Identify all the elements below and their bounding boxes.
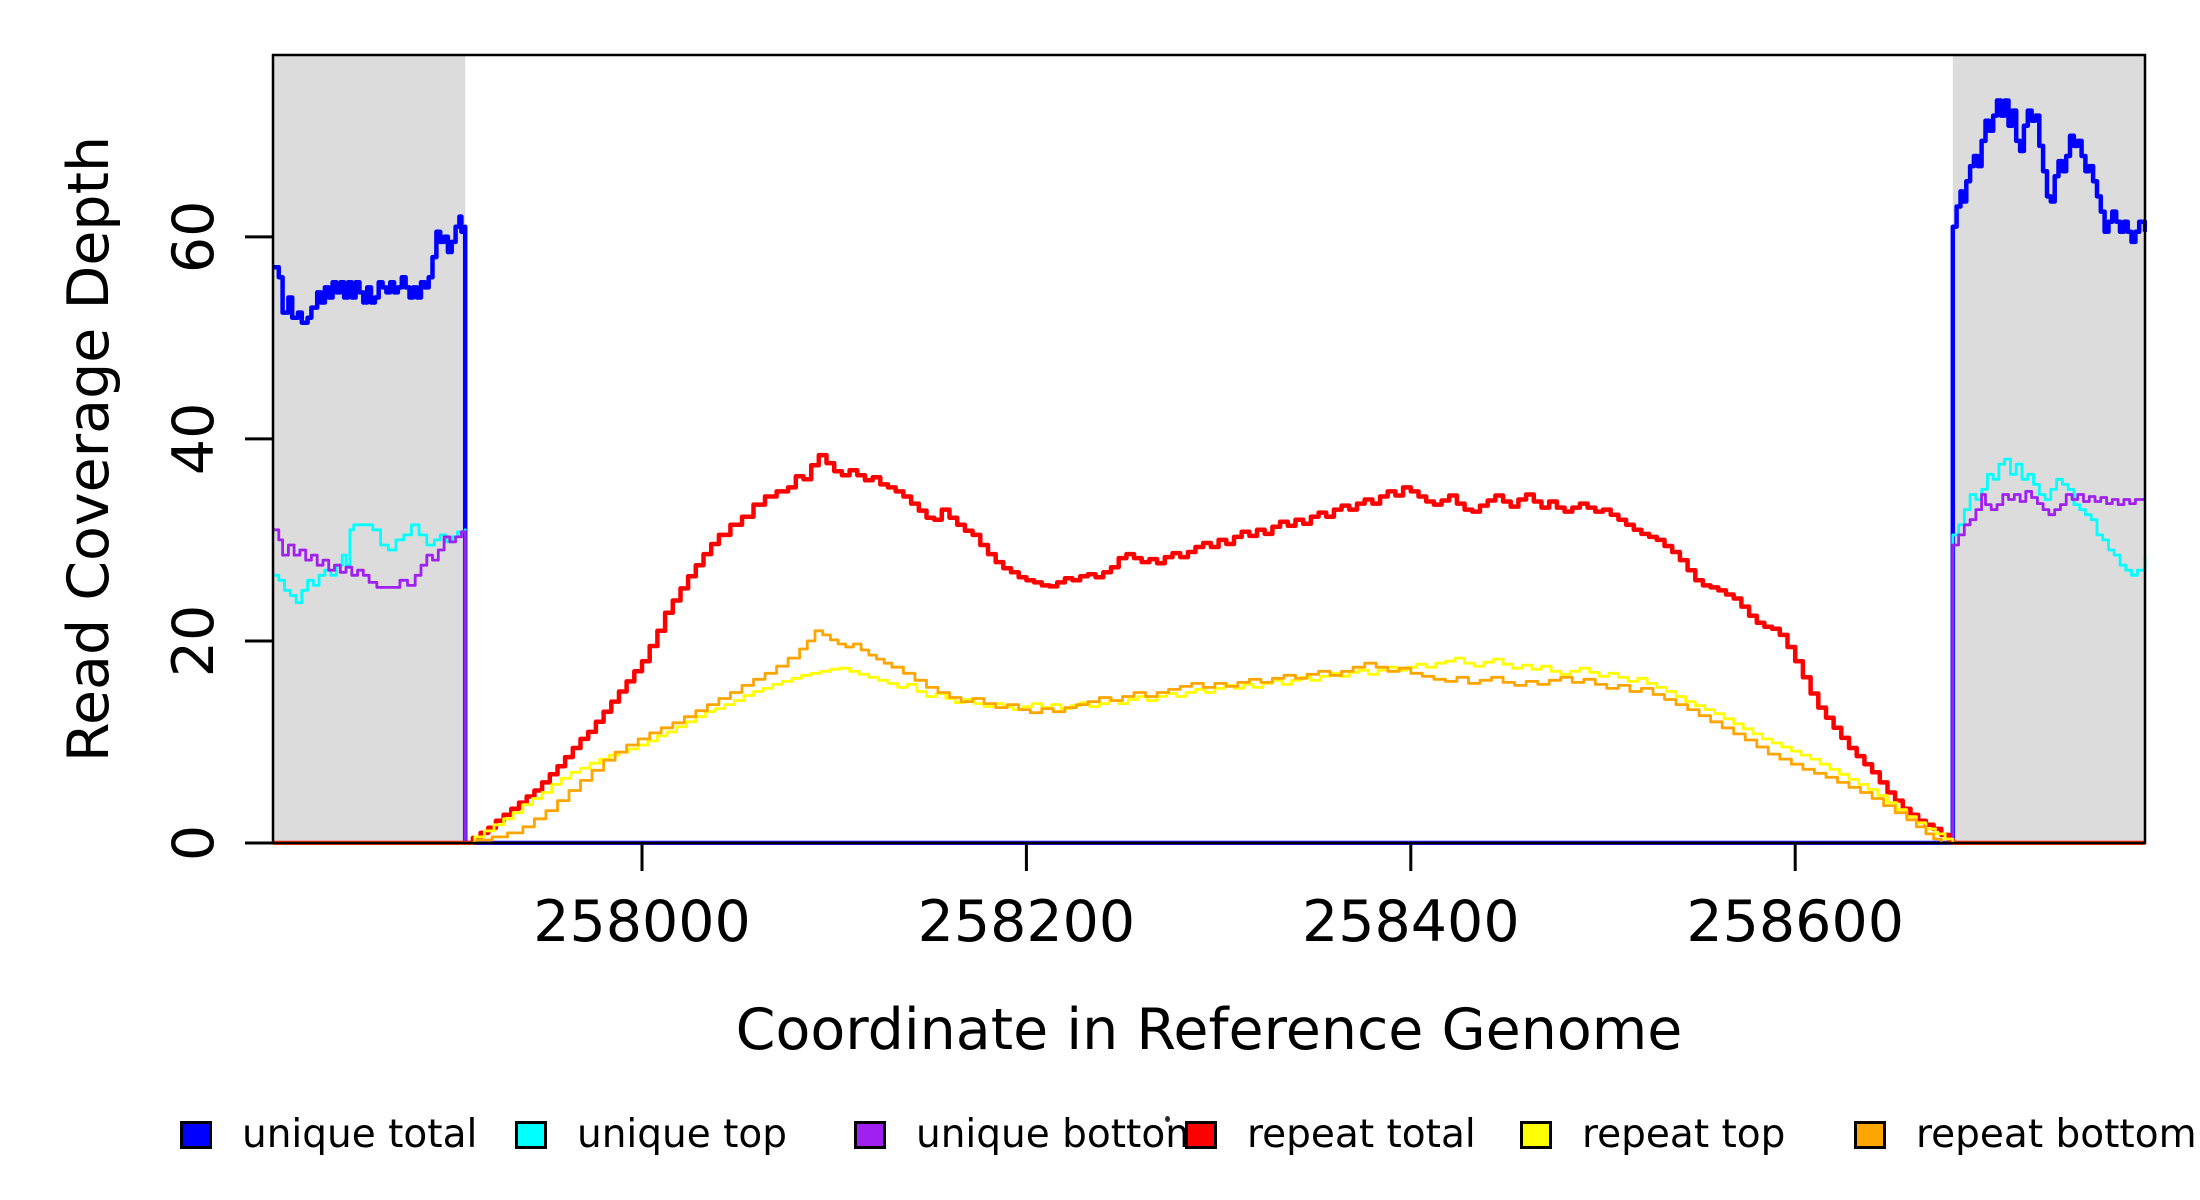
series-line-repeat-bottom: [273, 629, 2145, 845]
x-tick-label: 258600: [1686, 889, 1904, 955]
masked-region: [273, 55, 466, 843]
series-line-unique-total: [273, 98, 2147, 845]
series-lines: [273, 98, 2147, 845]
y-axis-title: Read Coverage Depth: [56, 135, 122, 763]
plot-border: [271, 53, 2147, 845]
y-tick-label: 0: [161, 825, 227, 861]
series-line-unique-bottom: [273, 490, 2145, 845]
x-tick-label: 258000: [533, 889, 751, 955]
masked-region-shading: [273, 55, 2145, 843]
stray-mark: [1165, 1116, 1170, 1122]
y-tick-label: 20: [161, 605, 227, 678]
x-axis-title: Coordinate in Reference Genome: [735, 997, 1683, 1063]
series-line-repeat-total: [273, 452, 2145, 845]
x-tick-label: 258200: [918, 889, 1136, 955]
series-line-repeat-top: [273, 656, 2145, 845]
y-tick-label: 40: [161, 403, 227, 476]
y-tick-label: 60: [161, 201, 227, 274]
axes: 258000 258200 258400 258600 0 20 40 60: [161, 53, 2147, 955]
x-tick-label: 258400: [1302, 889, 1520, 955]
series-line-unique-top: [273, 457, 2147, 845]
